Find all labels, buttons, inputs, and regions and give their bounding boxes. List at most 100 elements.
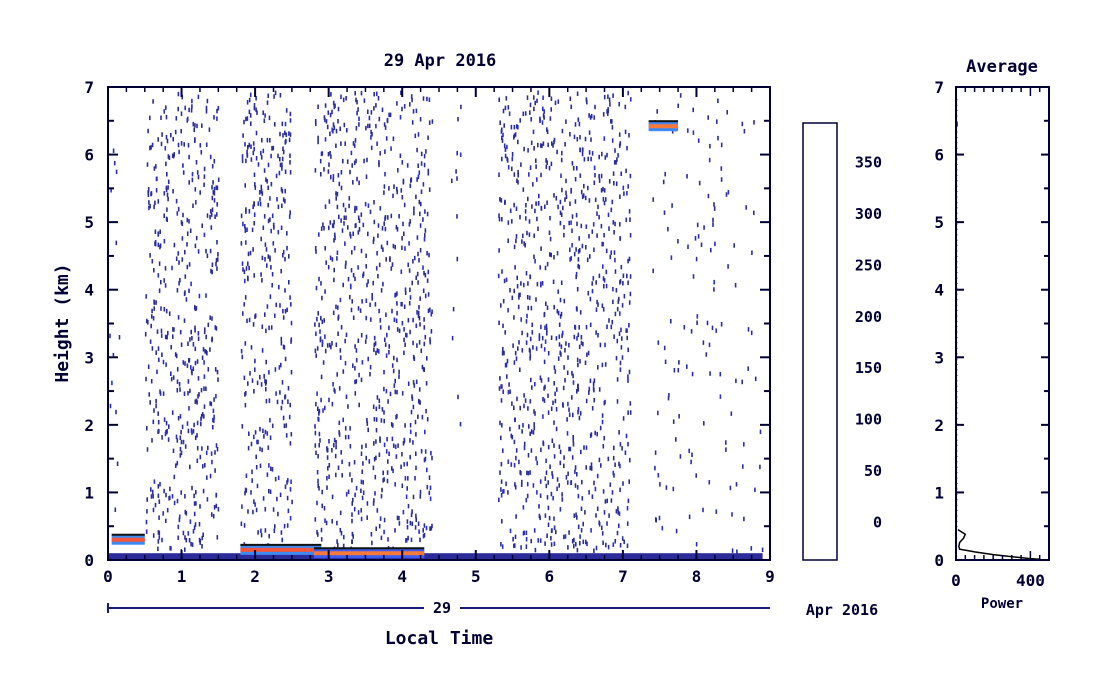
heatmap-cell [362,461,364,466]
heatmap-cell [269,255,271,260]
heatmap-cell [199,454,202,460]
heatmap-cell [626,145,628,151]
heatmap-cell [502,323,504,329]
heatmap-cell [213,115,215,120]
average-profile-point [956,499,958,501]
heatmap-cell [179,277,181,283]
heatmap-cell [165,135,168,140]
heatmap-cell [726,110,728,115]
heatmap-cell [611,138,614,143]
heatmap-cell [424,456,427,462]
heatmap-cell [315,249,317,254]
heatmap-cell [373,106,375,111]
heatmap-cell [511,156,514,162]
heatmap-cell [328,397,330,403]
heatmap-cell [327,169,330,174]
heatmap-cell [743,129,746,134]
heatmap-cell [342,543,345,549]
heatmap-cell [618,101,620,107]
heatmap-cell [186,363,189,368]
heatmap-cell [518,295,520,300]
heatmap-cell [170,376,173,382]
average-profile-point [956,445,958,447]
heatmap-cell [205,334,207,340]
heatmap-cell [269,435,272,440]
heatmap-cell [554,100,557,106]
heatmap-cell [241,154,244,159]
heatmap-cell [408,222,411,227]
heatmap-cell [383,418,385,424]
heatmap-cell [216,108,218,114]
heatmap-cell [551,141,553,146]
heatmap-cell [612,286,614,292]
heatmap-cell [604,362,607,367]
heatmap-cell [172,334,174,339]
heatmap-cell [605,248,608,254]
heatmap-cell [358,372,360,378]
heatmap-cell [542,95,544,100]
heatmap-cell [590,156,592,162]
heatmap-cell [530,377,532,383]
heatmap-cell [378,349,380,354]
heatmap-cell [186,264,189,270]
heatmap-cell [390,146,392,151]
heatmap-cell [394,389,397,395]
heatmap-cell [596,299,598,305]
heatmap-cell [188,406,190,411]
average-y-tick-label: 2 [934,416,944,435]
heatmap-cell [264,429,267,435]
date-month-year-label: Apr 2016 [806,601,878,619]
heatmap-cell [160,333,163,338]
heatmap-cell [281,121,284,127]
heatmap-cell [396,327,399,332]
heatmap-cell [602,444,605,449]
heatmap-cell [561,497,564,502]
heatmap-cell [342,158,344,164]
heatmap-cell [174,352,177,357]
heatmap-cell [402,178,405,184]
average-profile-point [956,250,958,252]
heatmap-cell [191,430,193,435]
heatmap-cell [509,288,511,293]
heatmap-cell [587,185,589,191]
heatmap-cell [569,201,571,206]
heatmap-cell [375,266,378,271]
heatmap-cell [149,203,151,209]
heatmap-cell [500,198,503,203]
heatmap-cell [399,153,402,158]
heatmap-cell [270,325,273,330]
heatmap-cell [515,514,517,519]
heatmap-cell [373,457,376,462]
heatmap-cell [401,195,404,200]
heatmap-cell [285,132,288,137]
heatmap-cell [194,435,197,441]
heatmap-cell [246,318,248,324]
heatmap-cell [427,171,430,176]
heatmap-cell [500,479,503,484]
heatmap-cell [198,537,201,543]
heatmap-cell [583,183,585,189]
heatmap-cell [543,109,545,114]
heatmap-cell [412,340,414,346]
heatmap-cell [288,414,291,420]
heatmap-cell [455,169,457,174]
average-profile-point [956,439,958,441]
heatmap-cell [610,207,613,213]
heatmap-cell [402,441,405,446]
heatmap-cell [216,266,218,271]
heatmap-cell [422,217,424,222]
heatmap-cell [419,248,422,253]
heatmap-cell [383,529,385,535]
heatmap-cell [394,293,396,298]
heatmap-cell [601,362,604,368]
heatmap-cell [248,431,250,436]
heatmap-cell [256,110,258,115]
heatmap-cell [672,419,675,424]
heatmap-cell [536,177,538,182]
heatmap-cell [625,433,628,439]
heatmap-cell [616,530,619,536]
heatmap-cell [384,342,387,347]
heatmap-cell [411,509,413,514]
heatmap-cell [398,328,401,334]
